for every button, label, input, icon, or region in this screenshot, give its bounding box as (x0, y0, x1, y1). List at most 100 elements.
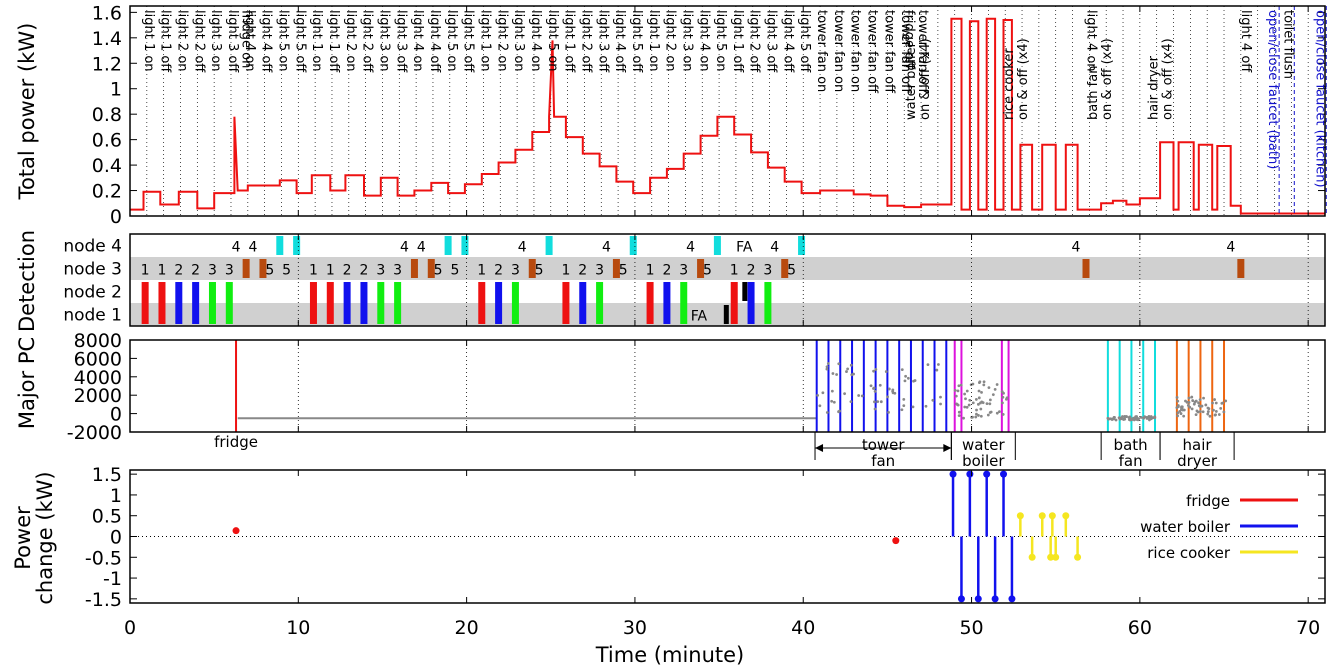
detection-id-label: 3 (763, 263, 772, 279)
pc-point (1197, 404, 1201, 408)
detection-bar (798, 236, 806, 255)
event-annotation: tower fan on (848, 10, 863, 92)
detection-bar (1237, 259, 1245, 278)
y-tick-label: 8000 (74, 330, 122, 352)
pc-point (939, 395, 942, 399)
event-annotation: light 4 off (1238, 10, 1253, 73)
pc-point (1206, 410, 1210, 413)
pc-point (965, 389, 969, 393)
pc-point (985, 402, 989, 406)
pc-point (1134, 415, 1138, 419)
pc-point (1000, 390, 1004, 394)
event-annotation: light 2 off (578, 10, 593, 73)
detection-id-label: 2 (578, 263, 587, 279)
pc-point (876, 400, 880, 404)
water-boiler-point (991, 595, 999, 603)
detection-bar (242, 259, 250, 278)
pc-point (1217, 413, 1221, 416)
detection-id-label: 5 (282, 263, 291, 279)
detection-bar (309, 282, 317, 324)
pc-point (993, 388, 997, 391)
detection-id-label: 2 (747, 263, 756, 279)
pc-point (902, 404, 906, 408)
pc-point (1176, 404, 1180, 407)
detection-id-label: 4 (232, 240, 241, 256)
pc-point (1194, 413, 1198, 417)
pc-point (850, 373, 854, 377)
event-annotation: tower fan off (915, 10, 930, 94)
pc-point (995, 411, 999, 415)
pc-point (968, 398, 972, 402)
pc-point (977, 396, 981, 400)
y-tick-label: 1 (110, 485, 122, 507)
pc-point (956, 389, 960, 393)
node-row-label: node 2 (63, 283, 122, 303)
pc-point (857, 394, 861, 397)
segment-label: boiler (962, 452, 1005, 470)
detection-id-label: 1 (477, 263, 486, 279)
pc-point (974, 398, 978, 401)
event-annotation: light 1 off (158, 10, 173, 73)
pc-point (846, 367, 850, 371)
detection-id-label: 4 (417, 240, 426, 256)
detection-bar (781, 259, 789, 278)
event-annotation: light 2 off (747, 10, 762, 73)
x-tick-label: 40 (791, 617, 815, 639)
pc-point (831, 372, 835, 375)
detection-bar (343, 282, 351, 324)
event-annotation: open/close faucet (kitchen) (1312, 10, 1327, 188)
detection-bar (410, 259, 418, 278)
pc-point (979, 407, 983, 411)
detection-id-label: 3 (208, 263, 217, 279)
pc-point (1128, 418, 1132, 422)
detection-id-label: 4 (518, 240, 527, 256)
detection-id-label: 4 (400, 240, 409, 256)
pc-point (886, 395, 890, 399)
pc-point (837, 362, 841, 366)
pc-point (1194, 399, 1198, 403)
event-annotation: light 2 on (343, 10, 358, 72)
x-tick-label: 10 (286, 617, 310, 639)
y-tick-label: 1.5 (92, 464, 122, 486)
pc-point (939, 402, 942, 406)
detection-bar (1082, 259, 1090, 278)
detection-id-label: 5 (787, 263, 796, 279)
x-tick-label: 0 (124, 617, 136, 639)
pc-point (1107, 417, 1110, 421)
event-annotation: light 1 off (562, 10, 577, 73)
x-tick-label: 70 (1296, 617, 1320, 639)
y-tick-label: -0.5 (85, 547, 122, 569)
pc-point (1175, 396, 1179, 399)
pc-point (887, 410, 890, 414)
event-annotation: light 1 on (646, 10, 661, 72)
total-power-frame (129, 5, 1326, 217)
pc-point (825, 411, 829, 414)
pc-point (974, 415, 978, 419)
event-annotation: fridge on (238, 10, 253, 68)
event-annotation: toilet flush (1280, 10, 1295, 79)
event-annotation: hair dryer (1147, 55, 1162, 120)
pc-point (1001, 395, 1005, 399)
pc-point (965, 405, 969, 409)
pc-point (816, 393, 820, 397)
pc-point (1118, 416, 1122, 420)
y-tick-label: 0 (110, 206, 122, 228)
detection-bar (528, 259, 536, 278)
y-tick-label: 1.4 (92, 28, 122, 50)
pc-point (962, 416, 965, 420)
x-tick-label: 60 (1128, 617, 1152, 639)
detection-id-label: 4 (1072, 240, 1081, 256)
y-tick-label: 2000 (74, 385, 122, 407)
pc-point (860, 394, 864, 398)
pc-point (825, 367, 829, 371)
event-annotation: tower fan on (814, 10, 829, 92)
pc-point (1180, 405, 1183, 409)
pc-point (1176, 411, 1180, 415)
y-tick-label: 1.6 (92, 2, 122, 24)
segment-arrowhead (943, 444, 952, 452)
detection-bar (158, 282, 166, 324)
event-annotation: tower fan off (865, 10, 880, 94)
pc-point (1123, 415, 1127, 418)
pc-point (893, 391, 897, 395)
pc-point (912, 379, 915, 383)
